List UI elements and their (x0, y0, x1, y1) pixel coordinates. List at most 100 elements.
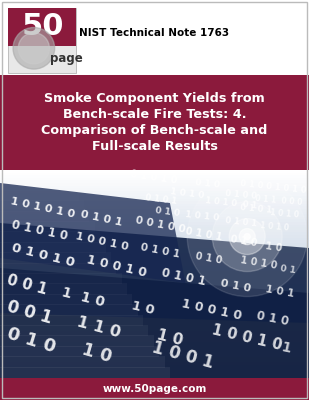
Bar (0, 307, 309, 310)
Text: 1 0 0 1: 1 0 0 1 (150, 338, 216, 372)
Text: 0 0 1 0 0: 0 0 1 0 0 (135, 216, 187, 235)
Bar (0, 281, 309, 284)
Bar (0, 346, 309, 350)
Bar (0, 268, 309, 271)
Text: 0 1 0 1: 0 1 0 1 (160, 266, 207, 288)
Text: 1  1 0: 1 1 0 (60, 285, 106, 309)
Bar (0, 214, 309, 217)
Bar (0, 180, 309, 183)
Bar (0, 201, 309, 204)
Text: 1 0 1 0: 1 0 1 0 (185, 210, 220, 223)
Bar (0, 177, 309, 180)
Bar (0, 248, 309, 250)
Bar (0, 188, 309, 191)
Text: 0 1: 0 1 (280, 264, 297, 275)
Text: 0 1 0 1: 0 1 0 1 (145, 193, 178, 206)
Text: Bench-scale Fire Tests: 4.: Bench-scale Fire Tests: 4. (63, 108, 246, 121)
Bar (0, 336, 309, 339)
Text: 0 1 0 1 0: 0 1 0 1 0 (10, 218, 69, 243)
Text: 1 0: 1 0 (155, 327, 184, 348)
Bar (0, 245, 309, 248)
Bar (0, 170, 309, 173)
Bar (0, 359, 309, 362)
Bar (0, 242, 309, 245)
Bar (0, 75, 309, 170)
Text: 0 1 0 1: 0 1 0 1 (240, 203, 273, 215)
Bar (0, 279, 309, 282)
Text: 0 0 1: 0 0 1 (5, 273, 49, 298)
Bar (0, 320, 309, 323)
Bar (0, 200, 84, 212)
Bar (0, 370, 309, 373)
Circle shape (239, 228, 255, 244)
Bar (0, 357, 309, 360)
Bar (0, 219, 309, 222)
Bar (0, 354, 309, 357)
Bar (0, 294, 309, 298)
Bar (0, 185, 309, 188)
Text: 1 0 1 0: 1 0 1 0 (240, 255, 278, 271)
Bar (0, 341, 309, 344)
Bar (0, 292, 309, 295)
Polygon shape (0, 268, 309, 378)
Text: 0 1 0: 0 1 0 (230, 234, 258, 248)
Bar (0, 252, 111, 264)
Bar (0, 203, 309, 206)
Bar (0, 283, 127, 295)
Text: 1 0 1 0: 1 0 1 0 (260, 222, 290, 233)
Text: 0 1 0 0 1 0 1 0: 0 1 0 0 1 0 1 0 (240, 179, 307, 195)
Bar (0, 318, 309, 321)
Bar (0, 208, 309, 212)
Text: Comparison of Bench-scale and: Comparison of Bench-scale and (41, 124, 268, 137)
Bar (0, 211, 309, 214)
Bar (0, 378, 309, 400)
Bar (0, 179, 73, 191)
Text: 1 0 1 0  0 1: 1 0 1 0 0 1 (205, 196, 258, 210)
Text: 0 0 1: 0 0 1 (5, 298, 54, 328)
Bar (0, 234, 309, 238)
Bar (0, 227, 309, 230)
Text: 0 1 0 1: 0 1 0 1 (80, 210, 124, 228)
Text: 0 1 0 0: 0 1 0 0 (225, 189, 257, 201)
Circle shape (18, 33, 49, 64)
Bar (0, 169, 68, 180)
Text: 1 0 0 1 0: 1 0 0 1 0 (180, 298, 243, 323)
Bar (0, 356, 165, 368)
Bar (0, 328, 309, 331)
Polygon shape (0, 223, 309, 323)
Bar (0, 286, 309, 290)
Text: 0 1 0 1: 0 1 0 1 (225, 216, 258, 228)
Bar (0, 294, 132, 305)
Bar (0, 331, 309, 334)
Bar (0, 224, 309, 227)
Bar (0, 349, 309, 352)
Bar (0, 232, 309, 235)
Bar (0, 242, 106, 253)
Bar (0, 229, 309, 232)
Bar (0, 297, 309, 300)
Bar (0, 237, 309, 240)
Bar (0, 338, 309, 342)
Text: 0 1 0 1: 0 1 0 1 (185, 226, 223, 242)
Bar (0, 372, 309, 375)
Bar (0, 273, 122, 284)
Text: 50: 50 (22, 12, 65, 41)
Bar (0, 253, 309, 256)
Text: Full-scale Results: Full-scale Results (91, 140, 218, 153)
Bar (0, 305, 309, 308)
Text: 1 0: 1 0 (265, 241, 283, 253)
Text: 1 0 1: 1 0 1 (265, 284, 295, 299)
Bar (0, 335, 154, 347)
Bar (0, 346, 159, 357)
Bar (0, 325, 149, 336)
Bar (0, 198, 309, 201)
Polygon shape (0, 183, 185, 283)
Bar (0, 263, 309, 266)
Bar (0, 206, 309, 209)
Bar (0, 175, 309, 178)
Bar (0, 312, 309, 316)
Bar (0, 367, 309, 370)
Bar (0, 276, 309, 279)
Bar (0, 314, 143, 326)
Text: 0 1 0 1 0: 0 1 0 1 0 (130, 170, 178, 186)
